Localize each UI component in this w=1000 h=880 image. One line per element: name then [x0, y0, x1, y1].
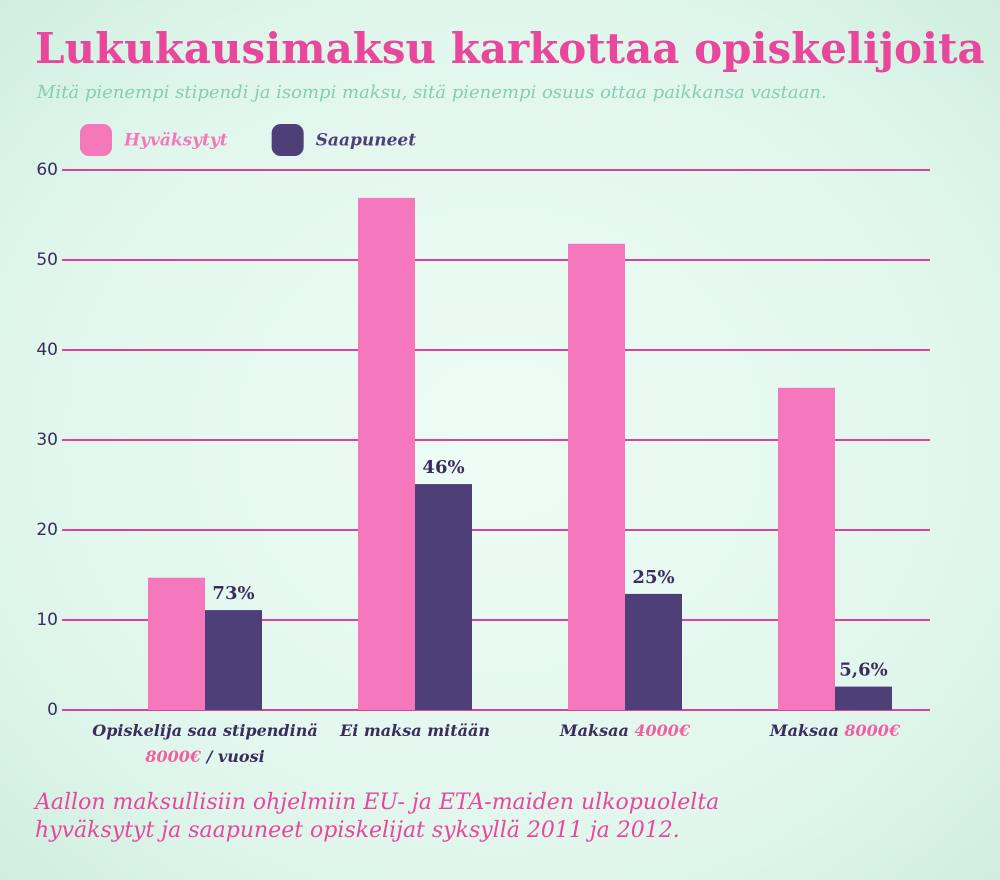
x-tick-label-part: Maksaa — [559, 721, 629, 740]
data-label: 46% — [422, 457, 464, 478]
y-tick-label: 60 — [36, 160, 58, 180]
chart-subtitle: Mitä pienempi stipendi ja isompi maksu, … — [36, 82, 827, 103]
legend-label: Hyväksytyt — [123, 131, 228, 151]
x-tick-label-part: 8000€ — [843, 721, 901, 740]
x-tick-label: 8000€ / vuosi — [144, 747, 264, 766]
y-tick-label: 10 — [36, 610, 58, 630]
data-label: 5,6% — [839, 660, 887, 681]
chart-title: Lukukausimaksu karkottaa opiskelijoita — [35, 24, 985, 73]
x-tick-label-part: / vuosi — [205, 747, 265, 766]
x-tick-label-part: 4000€ — [634, 721, 691, 740]
x-tick-label: Maksaa 4000€ — [559, 721, 691, 740]
x-tick-label-part: Ei maksa mitään — [339, 721, 490, 740]
x-tick-label: Ei maksa mitään — [339, 721, 490, 740]
x-tick-label-part: 8000€ — [144, 747, 202, 766]
data-label: 25% — [632, 567, 674, 588]
bar — [358, 197, 415, 710]
x-tick-label-part: Opiskelija saa stipendinä — [92, 721, 317, 740]
x-tick-label: Opiskelija saa stipendinä — [92, 721, 317, 740]
bar — [148, 577, 205, 710]
note: hyväksytyt ja saapuneet opiskelijat syks… — [35, 818, 680, 843]
bar — [835, 686, 892, 710]
bar — [568, 243, 625, 711]
legend-swatch — [271, 124, 304, 156]
y-tick-label: 20 — [36, 520, 58, 540]
legend-label: Saapuneet — [316, 131, 417, 151]
bar — [205, 610, 262, 710]
bar — [778, 387, 835, 710]
bar — [415, 484, 472, 710]
x-tick-label: Maksaa 8000€ — [769, 721, 901, 740]
bar — [625, 593, 682, 710]
y-tick-label: 0 — [47, 700, 58, 720]
y-tick-label: 50 — [36, 250, 58, 270]
x-tick-label-part: Maksaa — [769, 721, 839, 740]
note: Aallon maksullisiin ohjelmiin EU- ja ETA… — [33, 790, 719, 815]
data-label: 73% — [212, 583, 254, 604]
y-tick-label: 40 — [36, 340, 58, 360]
legend-swatch — [80, 124, 112, 156]
y-tick-label: 30 — [36, 430, 58, 450]
